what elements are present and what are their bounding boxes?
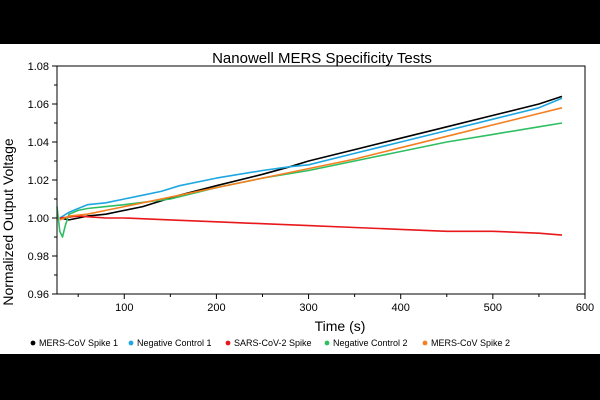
x-tick-label: 300 [299,302,317,314]
x-tick-label: 400 [392,302,410,314]
series-line-5 [59,107,563,221]
legend-label: SARS-CoV-2 Spike [234,338,312,348]
legend-marker [128,340,134,346]
y-tick-label: 1.02 [28,175,49,187]
legend-marker [225,340,231,346]
series-line-1 [59,95,563,221]
x-tick-label: 200 [207,302,225,314]
legend-item-5: MERS-CoV Spike 2 [422,338,510,348]
legend-label: Negative Control 1 [137,338,212,348]
chart-panel: Nanowell MERS Specificity Tests 100 200 30… [0,44,600,354]
legend-item-4: Negative Control 2 [324,338,408,348]
series-line-4 [56,122,563,238]
legend-label: MERS-CoV Spike 2 [431,338,510,348]
y-axis-label: Normalized Output Voltage [0,138,16,306]
y-tick-label: 1.08 [28,61,49,73]
series-line-2 [59,97,563,219]
y-tick-label: 1.06 [28,99,49,111]
x-tick-label: 500 [484,302,502,314]
legend-marker [422,340,428,346]
axes-frame [56,65,586,295]
x-tick-label: 600 [576,302,594,314]
legend-item-3: SARS-CoV-2 Spike [225,338,312,348]
y-tick-label: 1.00 [28,213,49,225]
legend-marker [30,340,36,346]
legend-marker [324,340,330,346]
legend-label: MERS-CoV Spike 1 [39,338,118,348]
legend-item-1: MERS-CoV Spike 1 [30,338,118,348]
chart-title: Nanowell MERS Specificity Tests [212,50,432,67]
y-tick-label: 1.04 [28,137,49,149]
series-line-3 [59,215,563,236]
plot-area [56,95,563,238]
line-chart: Nanowell MERS Specificity Tests 100 200 30… [0,50,595,348]
y-tick-label: 0.98 [28,251,49,263]
legend-item-2: Negative Control 1 [128,338,212,348]
legend: MERS-CoV Spike 1 Negative Control 1 SARS-C… [30,338,510,348]
x-axis-label: Time (s) [315,318,366,334]
legend-label: Negative Control 2 [333,338,408,348]
x-tick-label: 100 [115,302,133,314]
axes: 100 200 300 400 500 600 0.96 0.98 1.00 1.02 1.04 1.… [28,61,595,314]
y-tick-label: 0.96 [28,289,49,301]
